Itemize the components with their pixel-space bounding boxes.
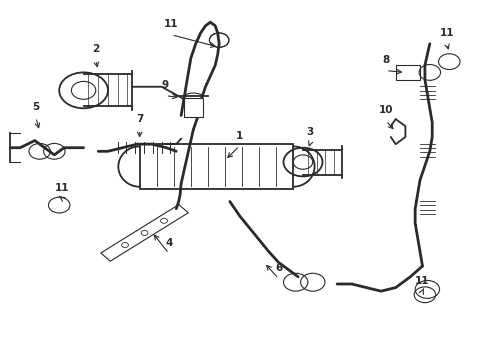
Text: 2: 2 — [92, 45, 99, 54]
Bar — [395, 65, 419, 80]
Text: 11: 11 — [164, 19, 178, 30]
Text: 3: 3 — [306, 127, 313, 137]
Text: 5: 5 — [32, 102, 40, 112]
Text: 9: 9 — [162, 80, 169, 90]
Text: 8: 8 — [382, 55, 389, 65]
Text: 7: 7 — [136, 114, 143, 125]
Text: 11: 11 — [414, 276, 429, 286]
Text: 11: 11 — [439, 28, 453, 39]
Text: 4: 4 — [165, 238, 172, 248]
Bar — [183, 98, 203, 117]
Text: 11: 11 — [54, 183, 69, 193]
Polygon shape — [101, 204, 188, 261]
Bar — [140, 144, 293, 189]
Text: 10: 10 — [378, 105, 392, 116]
Text: 6: 6 — [274, 263, 282, 273]
Text: 1: 1 — [236, 131, 243, 140]
